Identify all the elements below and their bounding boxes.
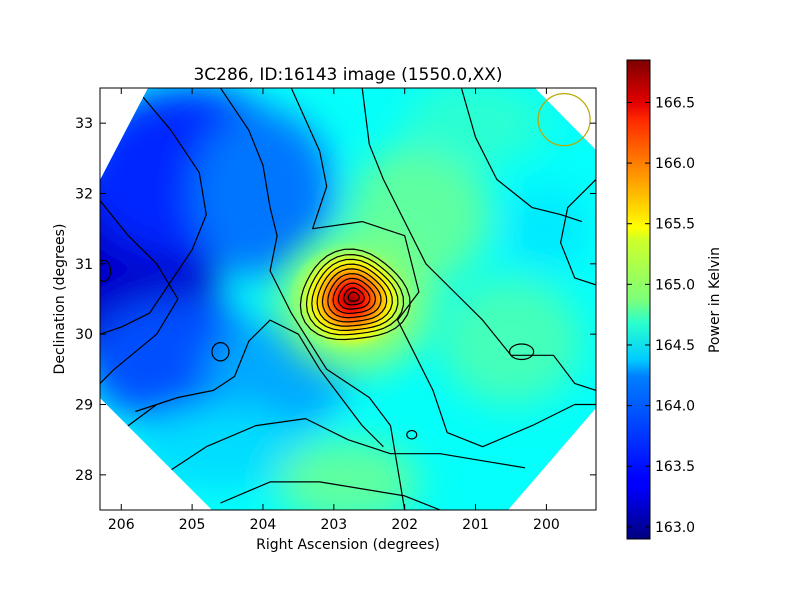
contour-line [327, 273, 382, 319]
x-tick-label: 205 [179, 517, 206, 533]
contour-line [332, 277, 377, 314]
heatmap-blob [440, 277, 582, 405]
contour-line [311, 258, 399, 332]
contour-line [305, 253, 405, 336]
contour-loop [100, 259, 112, 283]
contour-line [100, 200, 179, 384]
heatmap-blob [135, 404, 306, 489]
contour-loop [406, 429, 418, 440]
x-tick-label: 201 [462, 517, 489, 533]
colorbar-tick-label: 163.0 [655, 520, 695, 536]
y-axis-ticks: 28 29 30 31 32 33 [75, 116, 596, 484]
contour-line [343, 287, 365, 306]
heatmap-blob [192, 109, 334, 278]
y-axis-label: Declination (degrees) [52, 224, 68, 375]
y-tick-label: 29 [75, 398, 93, 414]
contour-line [347, 291, 360, 302]
contour-line [220, 88, 406, 510]
colorbar-label: Power in Kelvin [707, 247, 723, 353]
contour-line [299, 248, 411, 341]
colorbar-ticks: 163.0 163.5 164.0 164.5 165.0 165.5 166.0 166.5 [627, 95, 695, 536]
contour-line [560, 178, 596, 286]
contour-line [337, 282, 371, 310]
contour-line [321, 268, 388, 323]
contour-line [361, 88, 596, 391]
contour-line [316, 263, 393, 327]
heatmap-field [100, 88, 596, 510]
x-axis-ticks: 206 205 204 203 202 201 200 [108, 88, 560, 533]
contour-line [290, 88, 596, 448]
beam-circle [537, 93, 591, 147]
y-tick-label: 30 [75, 327, 93, 343]
colorbar-tick-label: 165.5 [655, 217, 695, 233]
contour-lines [100, 88, 596, 510]
heatmap-blob [277, 439, 419, 510]
x-tick-label: 204 [250, 517, 277, 533]
colorbar-tick-label: 164.0 [655, 399, 695, 415]
x-tick-label: 206 [108, 517, 135, 533]
colorbar-tick-label: 165.0 [655, 277, 695, 293]
bright-source [277, 232, 434, 373]
x-axis-label: Right Ascension (degrees) [256, 537, 440, 553]
contour-line [460, 88, 582, 223]
colorbar-tick-label: 166.0 [655, 156, 695, 172]
contour-line [100, 88, 207, 335]
plot-frame [99, 87, 597, 511]
contour-loop [508, 343, 535, 361]
colorbar-tick-label: 163.5 [655, 459, 695, 475]
contour-line [163, 418, 526, 476]
chart-title: 3C286, ID:16143 image (1550.0,XX) [193, 65, 502, 85]
x-tick-label: 200 [533, 517, 560, 533]
colorbar-tick-label: 166.5 [655, 95, 695, 111]
colorbar [626, 59, 651, 540]
y-tick-label: 32 [75, 187, 93, 203]
y-tick-label: 28 [75, 468, 93, 484]
contour-line [135, 319, 384, 448]
y-tick-label: 31 [75, 257, 93, 273]
colorbar-tick-label: 164.5 [655, 338, 695, 354]
contour-line [220, 481, 441, 510]
heatmap-blob [404, 88, 547, 166]
x-tick-label: 202 [391, 517, 418, 533]
contour-loop [211, 342, 230, 362]
x-tick-label: 203 [320, 517, 347, 533]
y-tick-label: 33 [75, 116, 93, 132]
